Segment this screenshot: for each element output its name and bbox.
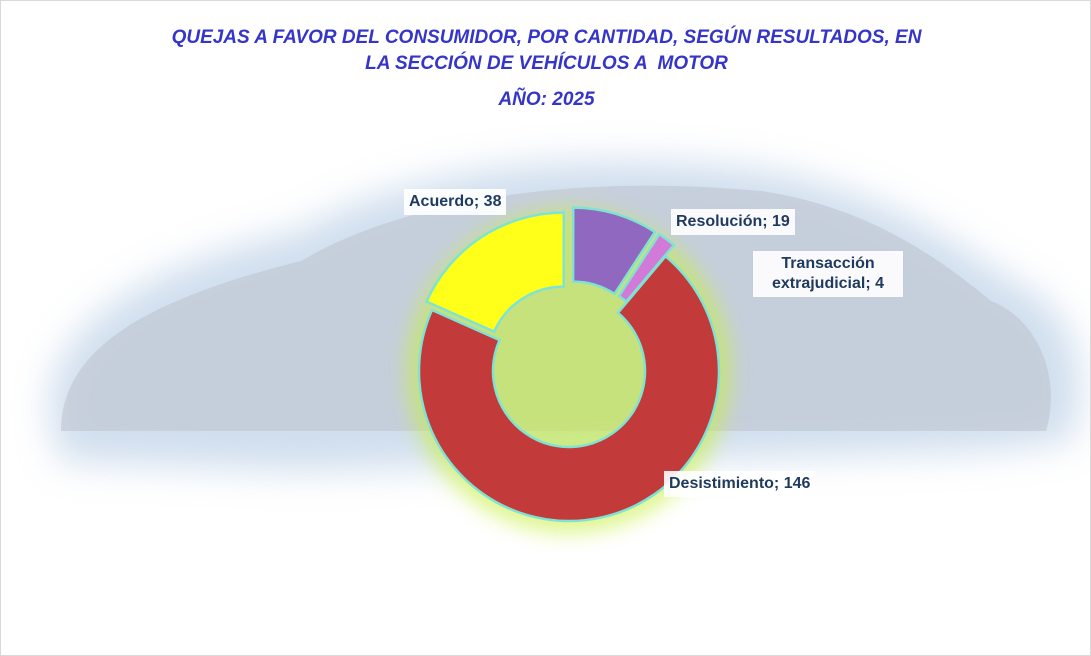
data-label: Resolución; 19 [671,209,795,235]
donut-slice [571,206,657,296]
data-label: Acuerdo; 38 [404,189,507,215]
chart-title: QUEJAS A FAVOR DEL CONSUMIDOR, POR CANTI… [171,27,922,48]
data-label: Desistimiento; 146 [664,471,816,497]
chart-title: LA SECCIÓN DE VEHÍCULOS A MOTOR [365,53,728,74]
donut-slice [424,211,566,334]
donut-slice [417,254,721,523]
data-label: Transacción extrajudicial; 4 [753,251,903,297]
chart-subtitle: AÑO: 2025 [498,89,595,110]
